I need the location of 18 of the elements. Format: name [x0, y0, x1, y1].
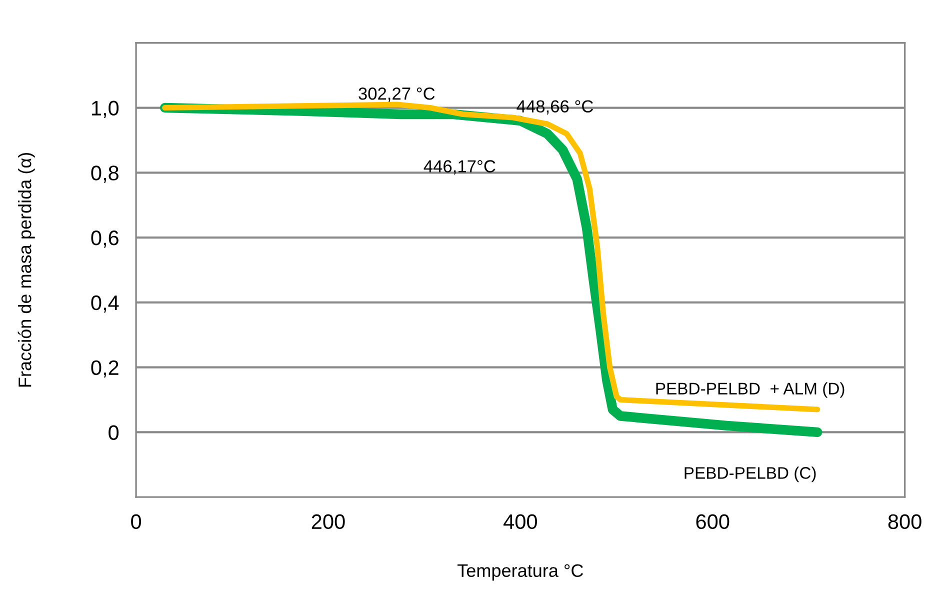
y-tick-label: 0: [108, 425, 119, 440]
y-axis-title: Fracción de masa perdida (α): [18, 152, 35, 387]
y-tick-label: 0,2: [91, 360, 118, 378]
y-tick-label: 0,4: [91, 295, 119, 313]
x-tick-label: 200: [312, 514, 345, 530]
annotation: 302,27 °C: [358, 87, 435, 102]
x-tick-label: 400: [504, 514, 537, 530]
annotation: 446,17°C: [424, 160, 496, 174]
y-tick-label: 1,0: [92, 100, 119, 118]
x-tick-label: 0: [131, 514, 142, 530]
annotation: 448,66 °C: [516, 100, 594, 115]
y-tick-label: 0,6: [91, 230, 118, 248]
x-tick-label: 800: [888, 514, 922, 530]
series-label: PEBD-PELBD + ALM (D): [656, 382, 844, 398]
x-axis-title: Temperatura °C: [458, 564, 584, 581]
y-tick-label: 0,8: [91, 166, 118, 183]
x-tick-label: 600: [696, 514, 730, 530]
text: PEBD-PELBD (C): [684, 466, 816, 482]
